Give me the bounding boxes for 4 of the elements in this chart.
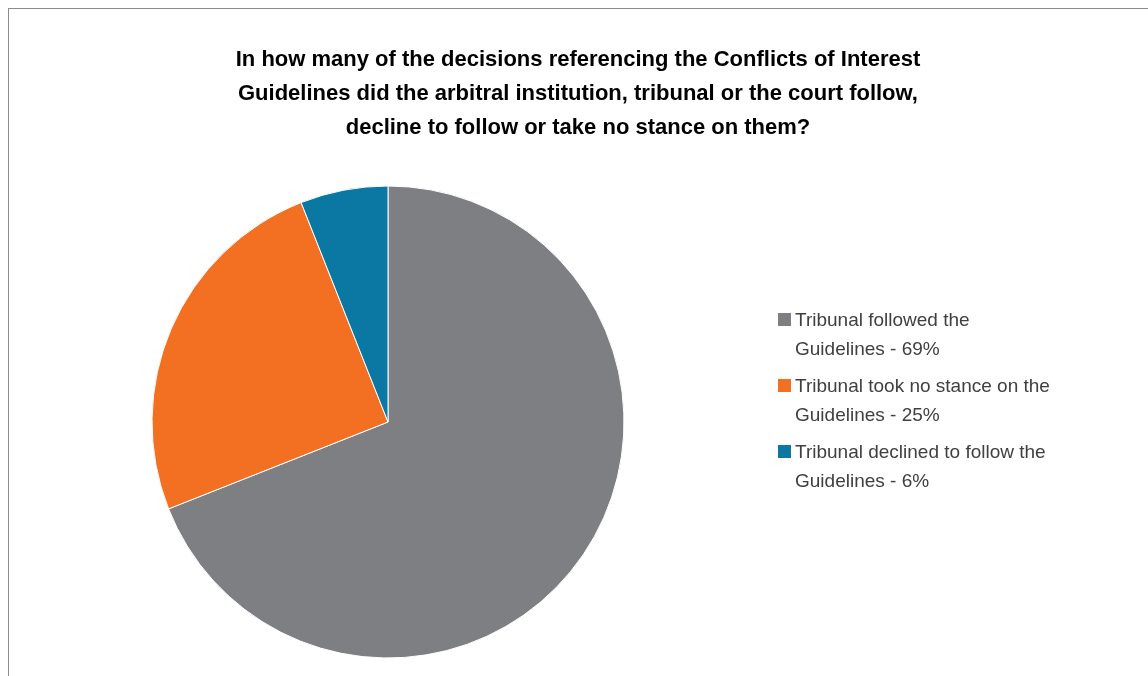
legend-label: Tribunal took no stance on the Guidelines - 25% [795,375,1050,425]
legend-label: Tribunal followed the Guidelines - 69% [795,309,970,359]
legend-label: Tribunal declined to follow the Guidelines - 6% [795,441,1046,491]
chart-title: In how many of the decisions referencing the Conflicts of Interest Guidelines did the arbitral institution, tribunal or the court follow, decline to follow or take no stance on them? [235,46,921,139]
